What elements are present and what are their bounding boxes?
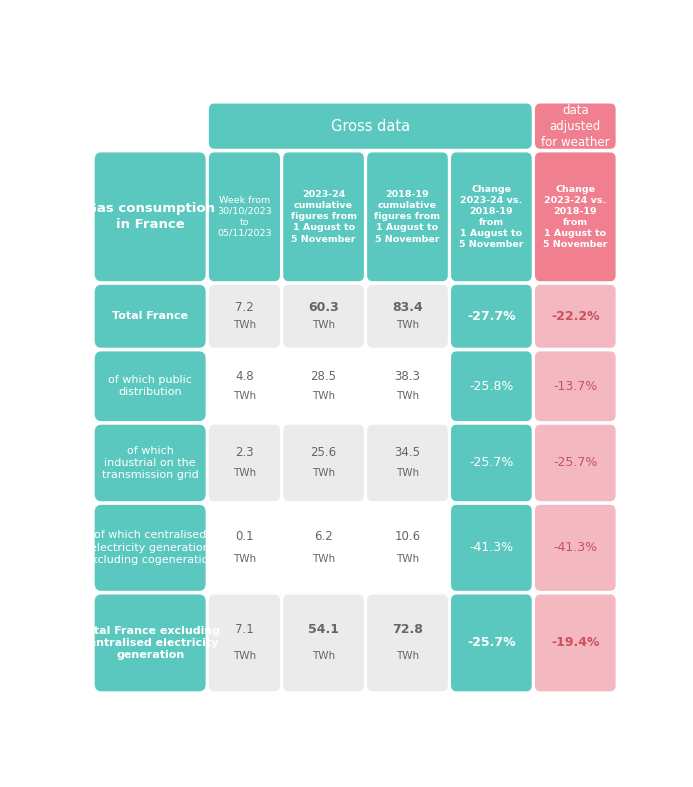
FancyBboxPatch shape xyxy=(451,153,532,281)
FancyBboxPatch shape xyxy=(209,104,532,149)
Text: data
adjusted
for weather: data adjusted for weather xyxy=(541,104,610,149)
FancyBboxPatch shape xyxy=(283,425,364,501)
FancyBboxPatch shape xyxy=(283,594,364,691)
FancyBboxPatch shape xyxy=(367,594,448,691)
FancyBboxPatch shape xyxy=(451,504,532,591)
Text: -25.7%: -25.7% xyxy=(553,456,597,470)
FancyBboxPatch shape xyxy=(95,594,206,691)
FancyBboxPatch shape xyxy=(535,351,615,421)
FancyBboxPatch shape xyxy=(95,153,206,281)
Text: Week from
30/10/2023
to
05/11/2023: Week from 30/10/2023 to 05/11/2023 xyxy=(217,196,272,238)
Text: Total France: Total France xyxy=(112,312,188,321)
FancyBboxPatch shape xyxy=(451,425,532,501)
Text: 7.1: 7.1 xyxy=(235,623,254,637)
Text: -25.7%: -25.7% xyxy=(467,637,516,649)
FancyBboxPatch shape xyxy=(283,351,364,421)
Text: 72.8: 72.8 xyxy=(392,623,423,637)
FancyBboxPatch shape xyxy=(209,504,280,591)
Text: TWh: TWh xyxy=(396,320,419,330)
FancyBboxPatch shape xyxy=(95,504,206,591)
FancyBboxPatch shape xyxy=(535,285,615,348)
Text: TWh: TWh xyxy=(312,391,335,401)
FancyBboxPatch shape xyxy=(95,351,206,421)
Text: 34.5: 34.5 xyxy=(394,446,421,459)
FancyBboxPatch shape xyxy=(95,425,206,501)
FancyBboxPatch shape xyxy=(209,153,280,281)
Text: of which
industrial on the
transmission grid: of which industrial on the transmission … xyxy=(102,445,198,480)
FancyBboxPatch shape xyxy=(535,153,615,281)
Text: Total France excluding
centralised electricity
generation: Total France excluding centralised elect… xyxy=(80,626,220,660)
Text: 2.3: 2.3 xyxy=(235,446,254,459)
Text: TWh: TWh xyxy=(396,555,419,564)
FancyBboxPatch shape xyxy=(535,104,615,149)
Text: Change
2023-24 vs.
2018-19
from
1 August to
5 November: Change 2023-24 vs. 2018-19 from 1 August… xyxy=(543,185,608,249)
Text: -13.7%: -13.7% xyxy=(553,380,597,393)
FancyBboxPatch shape xyxy=(451,351,532,421)
Text: -27.7%: -27.7% xyxy=(467,310,516,323)
Text: 2023-24
cumulative
figures from
1 August to
5 November: 2023-24 cumulative figures from 1 August… xyxy=(290,190,357,243)
FancyBboxPatch shape xyxy=(451,594,532,691)
Text: TWh: TWh xyxy=(312,320,335,330)
FancyBboxPatch shape xyxy=(367,153,448,281)
FancyBboxPatch shape xyxy=(209,351,280,421)
Text: 2018-19
cumulative
figures from
1 August to
5 November: 2018-19 cumulative figures from 1 August… xyxy=(374,190,441,243)
Text: -25.7%: -25.7% xyxy=(469,456,514,470)
FancyBboxPatch shape xyxy=(367,504,448,591)
Text: 0.1: 0.1 xyxy=(235,530,254,543)
FancyBboxPatch shape xyxy=(535,594,615,691)
FancyBboxPatch shape xyxy=(95,285,206,348)
Text: 38.3: 38.3 xyxy=(394,370,421,383)
FancyBboxPatch shape xyxy=(209,285,280,348)
Text: 83.4: 83.4 xyxy=(392,301,423,314)
Text: 7.2: 7.2 xyxy=(235,301,254,314)
Text: 54.1: 54.1 xyxy=(308,623,339,637)
Text: TWh: TWh xyxy=(233,555,256,564)
Text: -19.4%: -19.4% xyxy=(551,637,599,649)
Text: -41.3%: -41.3% xyxy=(553,541,597,554)
Text: Gross data: Gross data xyxy=(331,119,410,134)
FancyBboxPatch shape xyxy=(367,285,448,348)
FancyBboxPatch shape xyxy=(367,425,448,501)
Text: 25.6: 25.6 xyxy=(310,446,337,459)
FancyBboxPatch shape xyxy=(535,504,615,591)
Text: 4.8: 4.8 xyxy=(235,370,254,383)
Text: TWh: TWh xyxy=(233,651,256,661)
Text: Gas consumption
in France: Gas consumption in France xyxy=(86,202,215,231)
Text: 60.3: 60.3 xyxy=(308,301,339,314)
Text: TWh: TWh xyxy=(396,468,419,478)
FancyBboxPatch shape xyxy=(367,351,448,421)
Text: TWh: TWh xyxy=(312,468,335,478)
FancyBboxPatch shape xyxy=(283,153,364,281)
Text: -25.8%: -25.8% xyxy=(469,380,514,393)
Text: TWh: TWh xyxy=(396,391,419,401)
Text: -22.2%: -22.2% xyxy=(551,310,599,323)
Text: -41.3%: -41.3% xyxy=(469,541,514,554)
FancyBboxPatch shape xyxy=(283,504,364,591)
FancyBboxPatch shape xyxy=(535,425,615,501)
Text: TWh: TWh xyxy=(396,651,419,661)
FancyBboxPatch shape xyxy=(451,285,532,348)
Text: Change
2023-24 vs.
2018-19
from
1 August to
5 November: Change 2023-24 vs. 2018-19 from 1 August… xyxy=(459,185,524,249)
Text: 6.2: 6.2 xyxy=(314,530,333,543)
Text: of which public
distribution: of which public distribution xyxy=(108,375,192,397)
FancyBboxPatch shape xyxy=(209,594,280,691)
Text: 10.6: 10.6 xyxy=(394,530,421,543)
FancyBboxPatch shape xyxy=(283,285,364,348)
Text: TWh: TWh xyxy=(233,320,256,330)
Text: TWh: TWh xyxy=(233,468,256,478)
FancyBboxPatch shape xyxy=(209,425,280,501)
Text: TWh: TWh xyxy=(312,555,335,564)
Text: TWh: TWh xyxy=(233,391,256,401)
Text: 28.5: 28.5 xyxy=(310,370,337,383)
Text: of which centralised
electricity generation
(excluding cogeneration): of which centralised electricity generat… xyxy=(80,530,220,565)
Text: TWh: TWh xyxy=(312,651,335,661)
